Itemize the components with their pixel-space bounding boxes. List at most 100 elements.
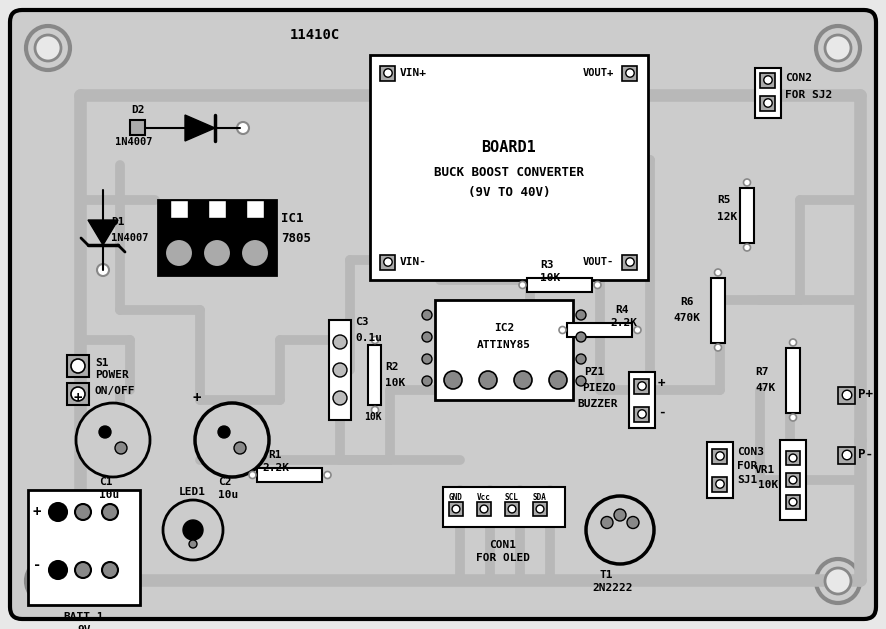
Text: VOUT-: VOUT- xyxy=(583,257,614,267)
Text: BATT.1: BATT.1 xyxy=(64,612,105,622)
Text: P-: P- xyxy=(858,448,873,462)
Text: 10u: 10u xyxy=(99,490,120,500)
Text: BUCK BOOST CONVERTER: BUCK BOOST CONVERTER xyxy=(434,166,584,179)
Circle shape xyxy=(35,35,61,61)
Text: R1: R1 xyxy=(268,450,282,460)
Circle shape xyxy=(97,264,109,276)
Circle shape xyxy=(452,505,460,513)
Circle shape xyxy=(594,282,601,289)
Text: 2.2K: 2.2K xyxy=(262,463,289,473)
Circle shape xyxy=(102,504,118,520)
Text: PIEZO: PIEZO xyxy=(582,383,616,393)
Bar xyxy=(208,200,226,218)
Circle shape xyxy=(333,391,347,405)
Text: C2: C2 xyxy=(218,477,231,487)
Circle shape xyxy=(324,472,331,479)
Circle shape xyxy=(536,505,544,513)
Text: C3: C3 xyxy=(355,317,369,327)
Circle shape xyxy=(479,371,497,389)
Bar xyxy=(568,323,633,337)
Bar xyxy=(838,447,856,464)
Bar xyxy=(786,451,800,465)
Circle shape xyxy=(549,371,567,389)
Circle shape xyxy=(514,371,532,389)
Bar xyxy=(443,487,565,527)
Text: D2: D2 xyxy=(131,105,144,115)
Bar xyxy=(369,345,382,405)
Text: 1N4007: 1N4007 xyxy=(115,137,152,147)
Circle shape xyxy=(764,76,773,84)
Circle shape xyxy=(218,426,230,438)
Circle shape xyxy=(843,390,851,400)
Circle shape xyxy=(26,26,70,70)
Text: SCL: SCL xyxy=(505,493,519,501)
Text: -: - xyxy=(33,558,42,572)
Circle shape xyxy=(634,326,641,333)
Circle shape xyxy=(183,520,203,540)
Polygon shape xyxy=(185,115,215,141)
Text: GND: GND xyxy=(449,493,463,501)
Circle shape xyxy=(115,442,127,454)
Text: 10K: 10K xyxy=(364,412,382,422)
Text: R4: R4 xyxy=(615,305,628,315)
Text: R5: R5 xyxy=(717,195,730,205)
Bar xyxy=(629,372,655,428)
Circle shape xyxy=(75,562,91,578)
Circle shape xyxy=(165,239,193,267)
Circle shape xyxy=(743,244,750,251)
Circle shape xyxy=(26,559,70,603)
Circle shape xyxy=(576,310,586,320)
Text: VIN+: VIN+ xyxy=(400,68,427,78)
Text: R6: R6 xyxy=(680,297,694,307)
Text: VR1: VR1 xyxy=(755,465,775,475)
Bar xyxy=(477,502,491,516)
Circle shape xyxy=(241,239,269,267)
Text: 12K: 12K xyxy=(717,212,737,222)
Text: SDA: SDA xyxy=(533,493,547,501)
Text: IC1: IC1 xyxy=(281,211,304,225)
Bar xyxy=(533,502,547,516)
Circle shape xyxy=(237,122,249,134)
Circle shape xyxy=(203,239,231,267)
Bar xyxy=(380,255,395,269)
Circle shape xyxy=(576,354,586,364)
Text: Vcc: Vcc xyxy=(477,493,491,501)
Bar xyxy=(755,68,781,118)
Bar xyxy=(740,187,754,243)
Text: 1N4007: 1N4007 xyxy=(111,233,149,243)
Bar xyxy=(786,495,800,509)
Bar xyxy=(838,386,856,403)
Circle shape xyxy=(71,359,85,373)
Circle shape xyxy=(816,26,860,70)
Bar xyxy=(380,65,395,81)
Circle shape xyxy=(75,504,91,520)
Circle shape xyxy=(508,505,516,513)
FancyBboxPatch shape xyxy=(10,10,876,619)
Text: R3: R3 xyxy=(540,260,554,270)
Circle shape xyxy=(71,387,85,401)
Bar xyxy=(435,300,573,400)
Circle shape xyxy=(614,509,626,521)
Text: (9V TO 40V): (9V TO 40V) xyxy=(468,186,550,199)
Circle shape xyxy=(638,382,646,390)
Circle shape xyxy=(576,376,586,386)
Text: D1: D1 xyxy=(111,217,125,227)
Circle shape xyxy=(422,310,432,320)
Text: ON/OFF: ON/OFF xyxy=(95,386,136,396)
Text: VOUT+: VOUT+ xyxy=(583,68,614,78)
Bar xyxy=(170,200,188,218)
Text: FOR OLED: FOR OLED xyxy=(476,553,530,563)
Circle shape xyxy=(576,332,586,342)
Circle shape xyxy=(627,516,639,528)
Bar xyxy=(760,96,775,111)
Text: +: + xyxy=(193,391,201,405)
Circle shape xyxy=(99,426,111,438)
Bar xyxy=(370,55,648,280)
Text: CON2: CON2 xyxy=(785,73,812,83)
Circle shape xyxy=(789,339,797,346)
Circle shape xyxy=(333,335,347,349)
Text: 10K: 10K xyxy=(758,480,778,490)
Polygon shape xyxy=(88,220,118,245)
Circle shape xyxy=(102,562,118,578)
Circle shape xyxy=(789,498,797,506)
